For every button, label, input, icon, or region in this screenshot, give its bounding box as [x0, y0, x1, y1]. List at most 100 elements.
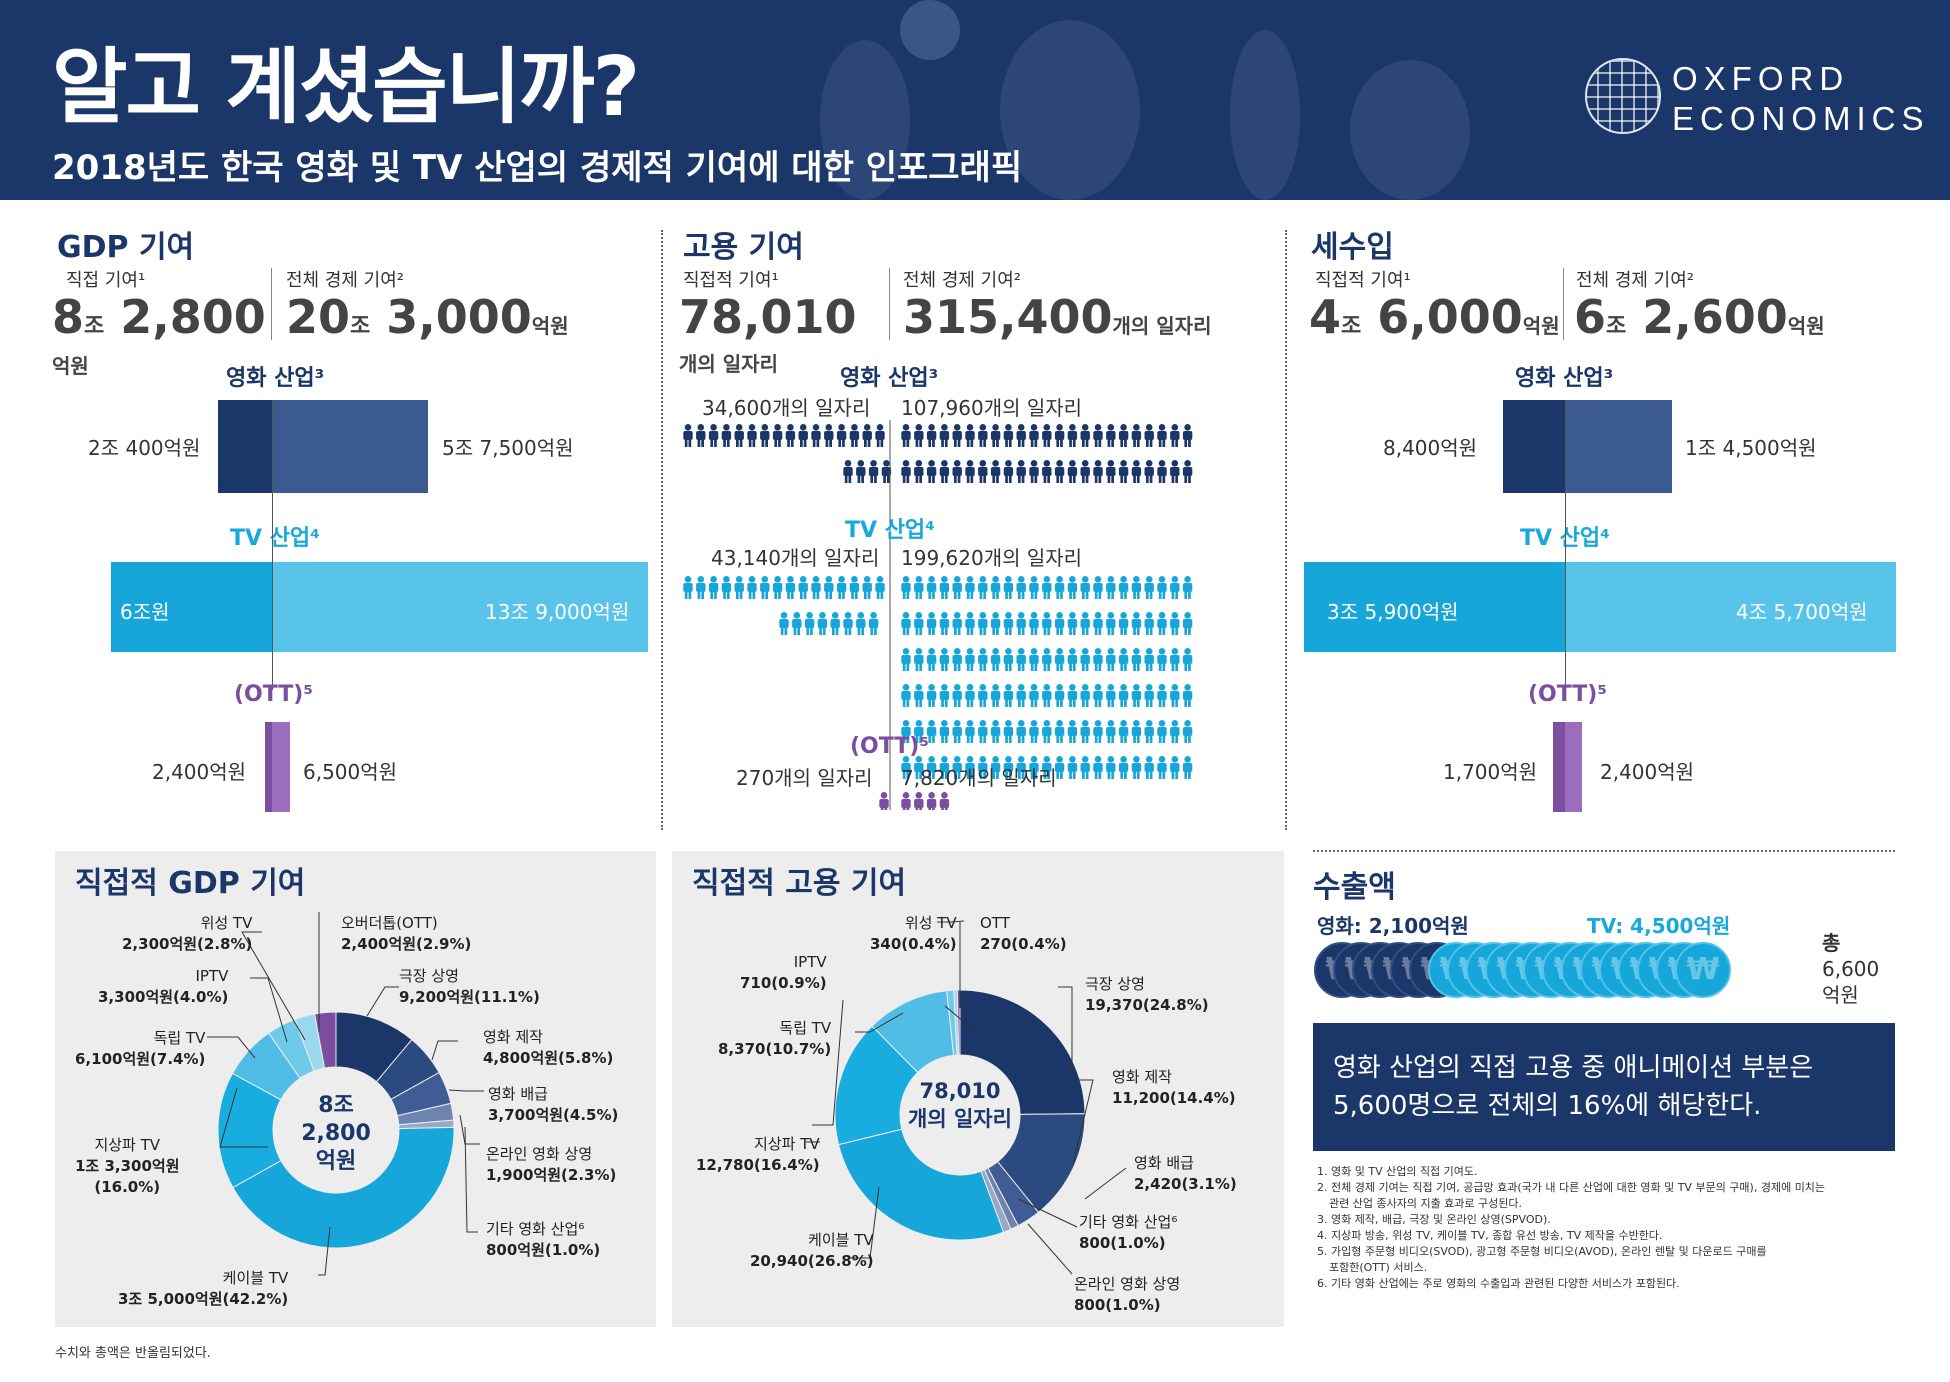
globe-logo-icon: [1585, 58, 1661, 134]
emp-film-total: 107,960개의 일자리: [901, 396, 1083, 420]
pie1-label-cable: 케이블 TV 20,940(26.8%): [750, 1231, 874, 1270]
gdp-total-value: 20조 3,000억원: [286, 290, 569, 344]
tax-film-total: 1조 4,500억원: [1685, 436, 1817, 460]
emp-ott-direct: 270개의 일자리: [736, 766, 873, 790]
pie1-label-distribution: 영화 배급 2,420(3.1%): [1134, 1154, 1237, 1193]
tax-film-direct-bar: [1503, 400, 1565, 493]
emp-film-title: 영화 산업³: [840, 366, 939, 391]
pie1-label-production: 영화 제작 11,200(14.4%): [1112, 1068, 1236, 1107]
gdp-pie-title: 직접적 GDP 기여: [75, 866, 306, 901]
pie1-label-other-film: 기타 영화 산업⁶ 800(1.0%): [1079, 1213, 1178, 1252]
gdp-ott-direct: 2,400억원: [152, 760, 247, 784]
tax-ott-total-bar: [1565, 722, 1582, 812]
gdp-film-total-bar: [272, 400, 428, 493]
gdp-section-title: GDP 기여: [57, 230, 195, 265]
tax-ott-title: (OTT)⁵: [1528, 682, 1607, 707]
pie0-label-ott: 오버더톱(OTT) 2,400억원(2.9%): [341, 914, 472, 953]
gdp-film-title: 영화 산업³: [226, 366, 325, 391]
animation-callout: 영화 산업의 직접 고용 중 애니메이션 부분은 5,600명으로 전체의 16%…: [1313, 1023, 1895, 1151]
emp-tv-direct: 43,140개의 일자리: [711, 546, 880, 570]
slice-10: [956, 989, 961, 1056]
tax-tv-title: TV 산업⁴: [1520, 526, 1610, 551]
divider: [1285, 230, 1287, 830]
emp-ott-total: 7,820개의 일자리: [901, 766, 1057, 790]
pie0-label-indie-tv: 독립 TV 6,100억원(7.4%): [75, 1029, 206, 1068]
logo-text-2: ECONOMICS: [1672, 100, 1930, 137]
emp-pie-panel: [672, 851, 1284, 1327]
tax-total-value: 6조 2,600억원: [1574, 290, 1825, 344]
page-subtitle: 2018년도 한국 영화 및 TV 산업의 경제적 기여에 대한 인포그래픽: [52, 148, 1023, 188]
logo-text-1: OXFORD: [1672, 60, 1850, 97]
emp-film-direct: 34,600개의 일자리: [702, 396, 871, 420]
footnote-line: 관련 산업 종사자의 지출 효과로 구성된다.: [1329, 1197, 1523, 1210]
gdp-pie-panel: [55, 851, 656, 1327]
tv-coin-icon: ₩: [1675, 942, 1731, 998]
export-film-label: 영화: 2,100억원: [1317, 914, 1469, 938]
emp-tv-total: 199,620개의 일자리: [901, 546, 1083, 570]
emp-direct-label: 직접적 기여¹: [683, 270, 779, 291]
emp-tv-title: TV 산업⁴: [845, 518, 935, 543]
tax-total-label: 전체 경제 기여²: [1576, 270, 1695, 291]
footnote-line: 3. 영화 제작, 배급, 극장 및 온라인 상영(SPVOD).: [1317, 1213, 1551, 1226]
gdp-direct-value: 8조 2,800: [52, 290, 266, 344]
gdp-film-direct-bar: [218, 400, 272, 493]
pie1-label-theater: 극장 상영 19,370(24.8%): [1085, 975, 1209, 1014]
pie0-label-satellite: 위성 TV 2,300억원(2.8%): [122, 914, 253, 953]
gdp-direct-label: 직접 기여¹: [66, 270, 146, 291]
export-total: 총 6,600 억원: [1822, 931, 1880, 1007]
tax-film-direct: 8,400억원: [1383, 436, 1478, 460]
gdp-tv-direct: 6조원: [120, 600, 170, 624]
emp-total-value: 315,400개의 일자리: [903, 290, 1212, 344]
footnote-line: 4. 지상파 방송, 위성 TV, 케이블 TV, 종합 유선 방송, TV 제…: [1317, 1229, 1663, 1242]
pie1-label-indie-tv: 독립 TV 8,370(10.7%): [718, 1019, 832, 1058]
emp-ott-title: (OTT)⁵: [850, 734, 929, 759]
tax-ott-direct-bar: [1553, 722, 1565, 812]
tax-tv-total: 4조 5,700억원: [1736, 600, 1868, 624]
tax-ott-total: 2,400억원: [1600, 760, 1695, 784]
pie0-label-online: 온라인 영화 상영 1,900억원(2.3%): [486, 1145, 617, 1184]
footnote-line: 6. 기타 영화 산업에는 주로 영화의 수출입과 관련된 다양한 서비스가 포…: [1317, 1277, 1680, 1290]
pie0-label-other-film: 기타 영화 산업⁶ 800억원(1.0%): [486, 1220, 601, 1259]
pie1-label-online: 온라인 영화 상영 800(1.0%): [1074, 1275, 1181, 1314]
pie0-center-text: 8조 2,800 억원: [301, 1093, 371, 1174]
pie0-label-terrestrial: 지상파 TV 1조 3,300억원 (16.0%): [75, 1136, 180, 1196]
pie1-center-text: 78,010 개의 일자리: [908, 1079, 1012, 1131]
divider: [661, 230, 663, 830]
gdp-film-direct: 2조 400억원: [88, 436, 201, 460]
gdp-tv-total: 13조 9,000억원: [485, 600, 630, 624]
rounding-note: 수치와 총액은 반올림되었다.: [55, 1346, 211, 1361]
gdp-ott-total: 6,500억원: [303, 760, 398, 784]
footnote-line: 2. 전체 경제 기여는 직접 기여, 공급망 효과(국가 내 다른 산업에 대…: [1317, 1181, 1826, 1194]
header-banner: 알고 계셨습니까? 2018년도 한국 영화 및 TV 산업의 경제적 기여에 …: [0, 0, 1950, 200]
gdp-ott-title: (OTT)⁵: [234, 682, 313, 707]
pie0-label-iptv: IPTV 3,300억원(4.0%): [98, 967, 229, 1006]
slice-10: [314, 1011, 337, 1069]
pie1-label-terrestrial: 지상파 TV 12,780(16.4%): [696, 1135, 820, 1174]
tax-ott-direct: 1,700억원: [1443, 760, 1538, 784]
pie0-label-cable: 케이블 TV 3조 5,000억원(42.2%): [118, 1269, 289, 1308]
pie1-label-iptv: IPTV 710(0.9%): [740, 953, 827, 992]
tax-direct-label: 직접적 기여¹: [1315, 270, 1411, 291]
footnote-line: 포함한(OTT) 서비스.: [1329, 1261, 1428, 1274]
emp-pie-title: 직접적 고용 기여: [692, 866, 907, 901]
gdp-ott-direct-bar: [265, 722, 272, 812]
emp-total-label: 전체 경제 기여²: [903, 270, 1022, 291]
gdp-tv-total-bar: [272, 562, 648, 652]
tax-direct-value: 4조 6,000억원: [1309, 290, 1560, 344]
tax-film-title: 영화 산업³: [1515, 366, 1614, 391]
tax-tv-total-bar: [1565, 562, 1896, 652]
emp-direct-value: 78,010: [679, 290, 857, 344]
slice-0: [959, 989, 1086, 1115]
slice-5: [837, 1128, 1005, 1241]
gdp-film-total: 5조 7,500억원: [442, 436, 574, 460]
pie0-label-production: 영화 제작 4,800억원(5.8%): [483, 1028, 614, 1067]
tax-section-title: 세수입: [1311, 230, 1394, 265]
footnotes: 1. 영화 및 TV 산업의 직접 기여도. 2. 전체 경제 기여는 직접 기여…: [1317, 1164, 1897, 1292]
pie0-label-theater: 극장 상영 9,200억원(11.1%): [399, 967, 540, 1006]
employment-donut-chart: [834, 989, 1086, 1241]
pie0-label-distribution: 영화 배급 3,700억원(4.5%): [488, 1085, 619, 1124]
gdp-donut-chart: [217, 1011, 455, 1249]
gdp-tv-title: TV 산업⁴: [230, 526, 320, 551]
leader-lines: [207, 912, 1127, 1276]
